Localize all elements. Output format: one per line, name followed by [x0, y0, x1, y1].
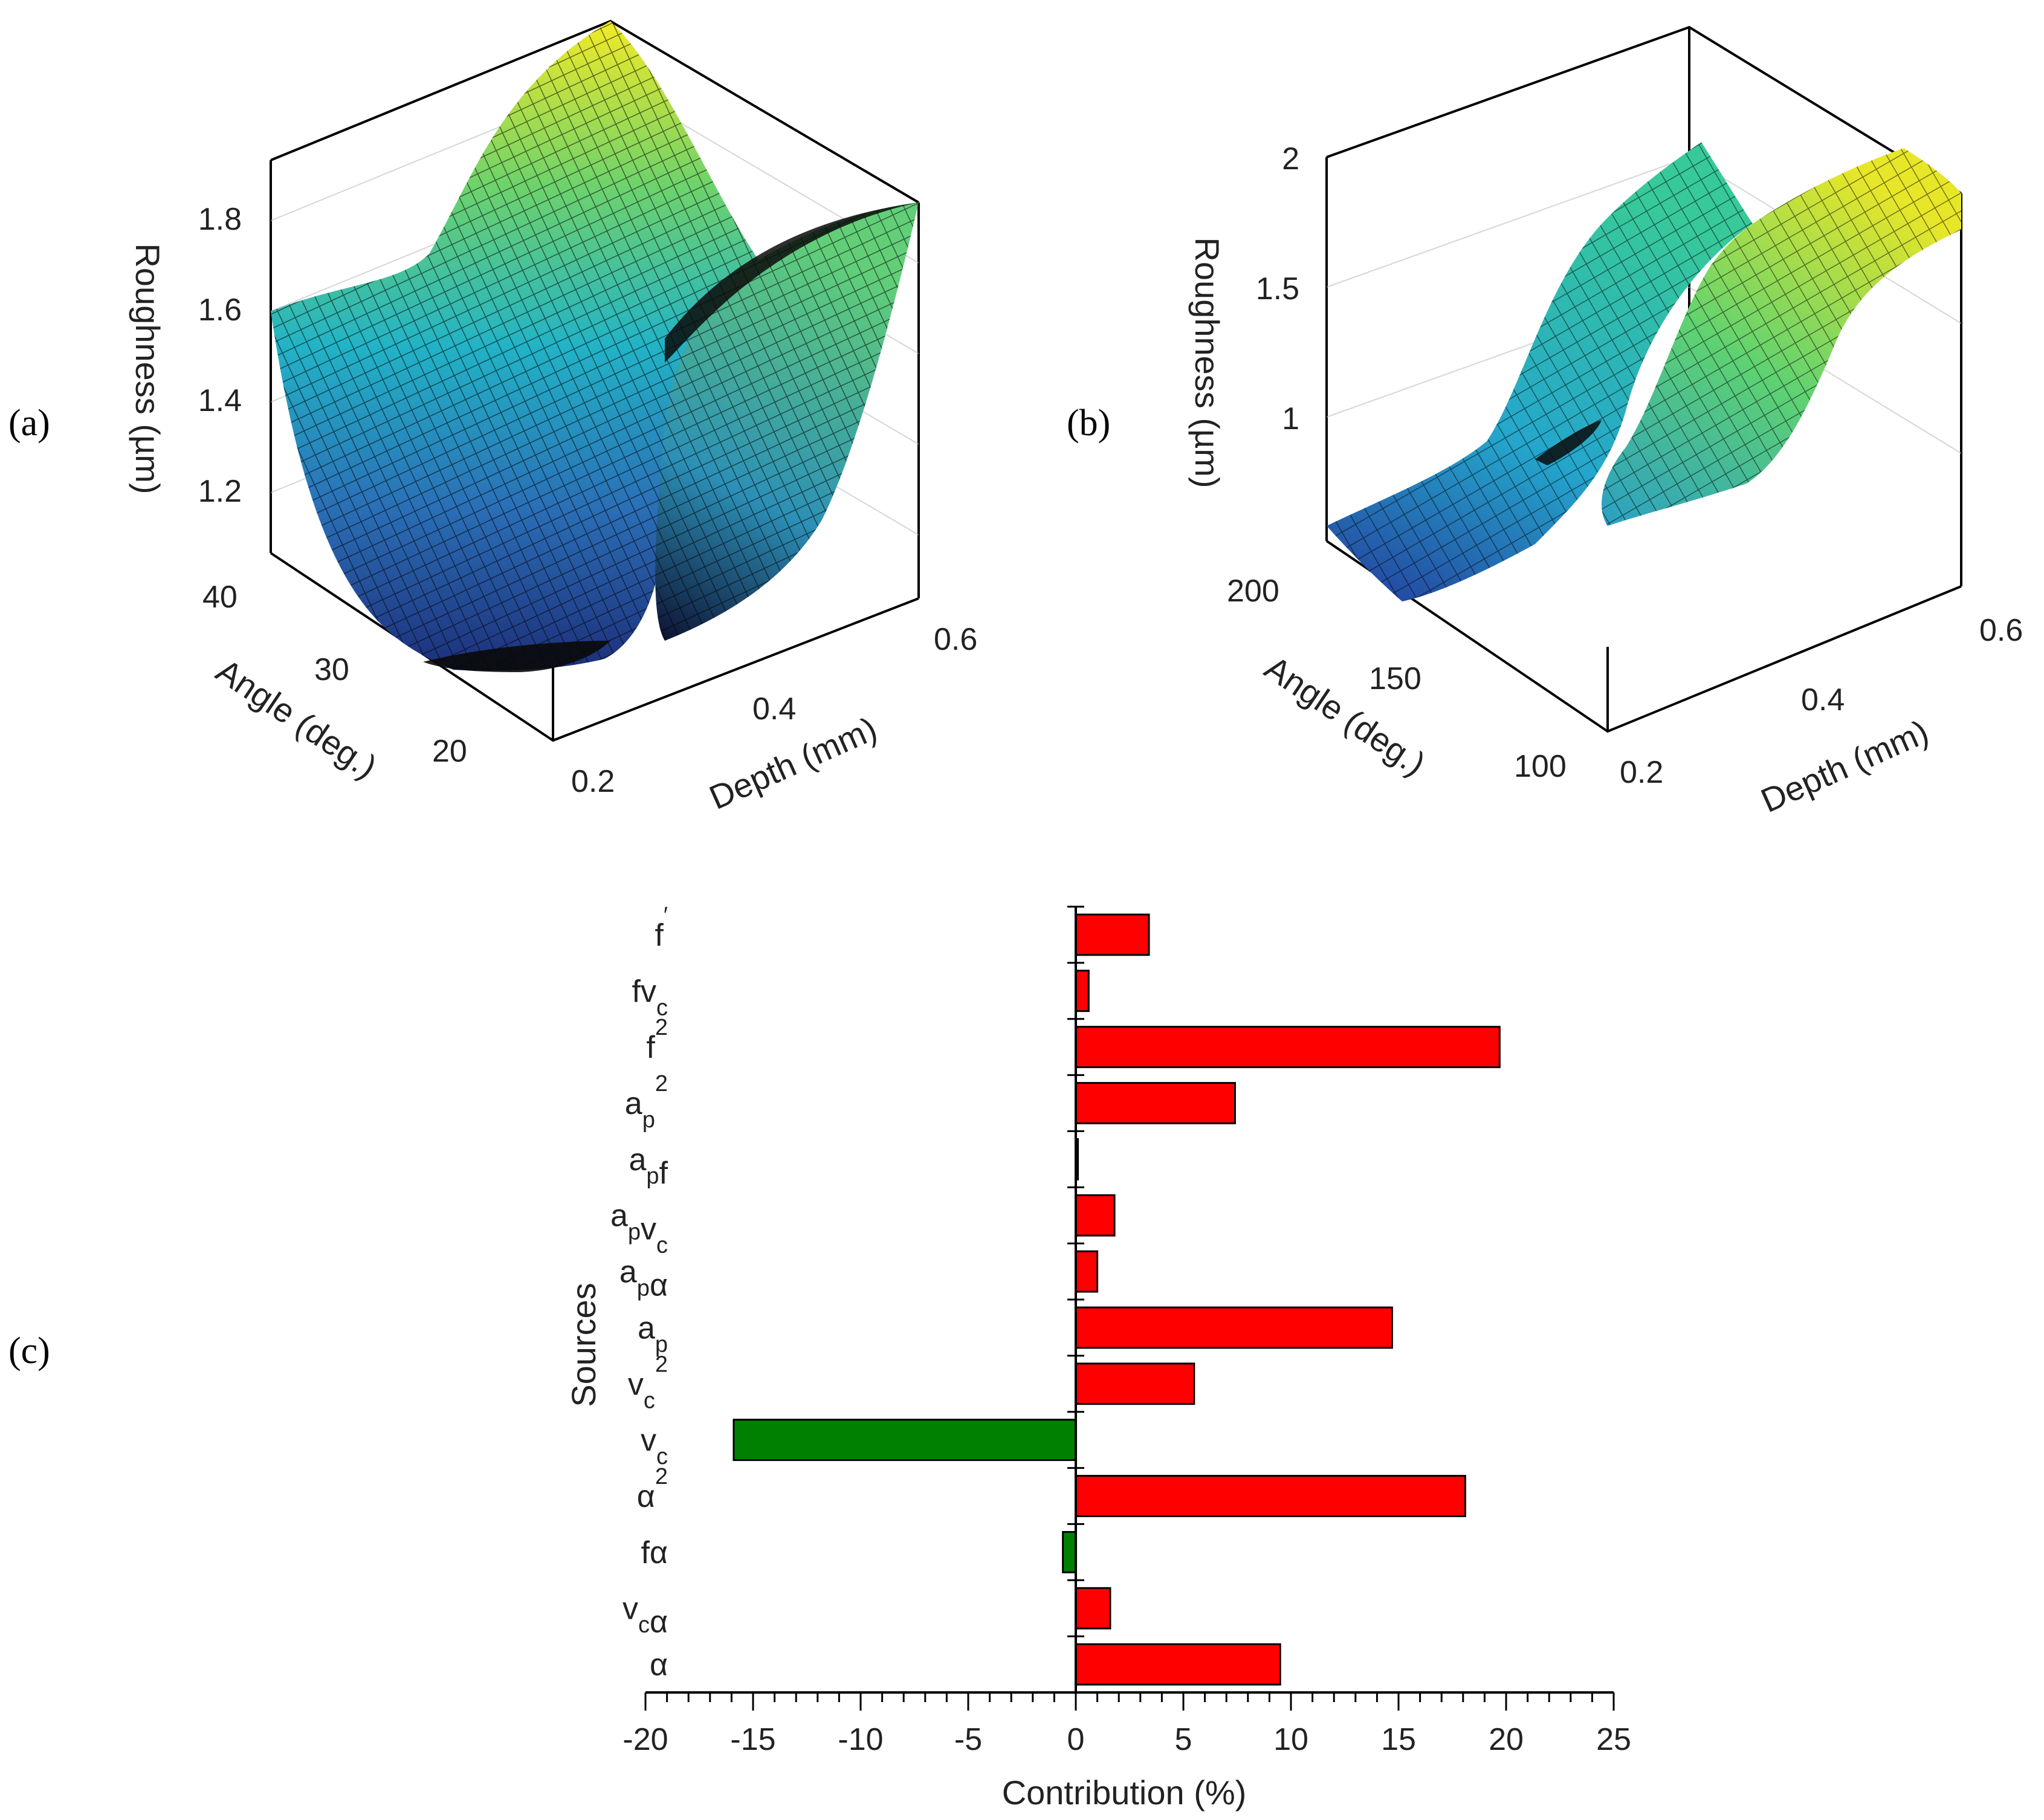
surface-b-right-mesh [1602, 148, 1961, 526]
bar [733, 1419, 1077, 1462]
panel-label-b: (b) [1067, 403, 1110, 444]
source-label: vcα [623, 1592, 668, 1640]
bar [1075, 1082, 1236, 1124]
y-axis-title-a: Angle (deg.) [210, 651, 384, 786]
bar [1062, 1530, 1077, 1573]
source-label: apf [629, 1142, 668, 1191]
z-axis-title-a: Roughness (µm) [129, 243, 167, 494]
y-tick-label: 40 [202, 580, 238, 615]
source-label: α [650, 1648, 668, 1683]
box-frame-b [1325, 25, 1962, 733]
z-axis-title-b: Roughness (µm) [1188, 237, 1226, 488]
z-tick-label: 1.8 [198, 202, 242, 237]
x-tick-label: -15 [730, 1722, 775, 1757]
y-ticks-a: 20 30 40 [202, 580, 467, 769]
x-tick-label: -10 [838, 1722, 883, 1757]
surface-plot-a: 1.2 1.4 1.6 1.8 Roughness (µm) 20 30 40 … [129, 19, 977, 817]
x-tick-label: -5 [954, 1722, 982, 1757]
x-tick-label: 0.4 [752, 691, 796, 727]
x-tick-label: 0.6 [1979, 613, 2023, 648]
source-label: fvc [632, 974, 668, 1020]
bar [1075, 1643, 1281, 1686]
surface-a-main-mesh [271, 21, 758, 671]
x-tick-label: 25 [1596, 1722, 1631, 1757]
source-label: vc [641, 1423, 668, 1469]
surface-a-right-mesh [655, 202, 919, 641]
bar [1075, 1587, 1111, 1630]
bar [1075, 913, 1150, 956]
x-tick-label: 20 [1489, 1722, 1524, 1757]
x-axis-title-b: Depth (mm) [1755, 712, 1934, 820]
source-label: α2 [637, 1464, 668, 1514]
panel-label-a: (a) [8, 403, 50, 444]
x-tick-label: 0 [1067, 1722, 1085, 1757]
y-tick-label: 30 [314, 652, 349, 687]
x-tick-label: 0.4 [1801, 682, 1845, 717]
z-tick-label: 1.2 [198, 474, 242, 509]
source-label: apvc [610, 1199, 668, 1258]
surface-plot-b: 1 1.5 2 Roughness (µm) 100 150 200 Angle… [1188, 25, 2023, 820]
x-axis-title-c: Contribution (%) [1002, 1773, 1247, 1812]
bar [1075, 1475, 1466, 1517]
z-ticks-a: 1.2 1.4 1.6 1.8 [198, 202, 242, 509]
bar [1075, 970, 1090, 1012]
x-tick-label: 0.2 [1620, 755, 1663, 790]
z-tick-label: 1 [1282, 401, 1299, 436]
x-tick-label: 15 [1381, 1722, 1416, 1757]
surface-b-left-mesh [1327, 142, 1753, 601]
x-tick-label: 0.6 [934, 622, 977, 657]
source-label: fα [641, 1535, 668, 1570]
z-ticks-b: 1 1.5 2 [1256, 141, 1299, 436]
surface-b-dark-ridge [1535, 420, 1602, 465]
source-label: f′ [655, 902, 668, 953]
source-label: vc2 [628, 1352, 668, 1413]
bars-group [733, 913, 1501, 1686]
y-tick-label: 200 [1227, 574, 1279, 609]
bar [1075, 1250, 1099, 1293]
y-ticks-b: 100 150 200 [1227, 574, 1567, 784]
y-axis-title-c: Sources [564, 1283, 603, 1407]
x-tick-label: -20 [623, 1722, 668, 1757]
source-label: apα [619, 1255, 668, 1303]
axes-group: -20 -15 -10 -5 0 5 10 15 20 25 [623, 905, 1631, 1757]
source-label: ap [638, 1310, 668, 1357]
x-tick-label: 5 [1175, 1722, 1192, 1757]
z-tick-label: 2 [1282, 141, 1299, 176]
z-tick-label: 1.6 [198, 293, 242, 328]
panel-label-c: (c) [8, 1330, 50, 1371]
surface-a-dark-floor [423, 641, 610, 672]
x-ticks-a: 0.2 0.4 0.6 [571, 622, 977, 799]
x-tick-label: 10 [1273, 1722, 1308, 1757]
source-label: ap2 [625, 1071, 668, 1133]
y-tick-label: 20 [432, 734, 467, 769]
x-tick-label: 0.2 [571, 764, 615, 799]
bar [1075, 1362, 1195, 1405]
x-ticks-b: 0.2 0.4 0.6 [1620, 613, 2023, 790]
bar [1075, 1026, 1501, 1069]
z-tick-label: 1.5 [1256, 271, 1299, 306]
bar [1075, 1306, 1393, 1349]
bar [1075, 1194, 1116, 1237]
z-tick-label: 1.4 [198, 383, 242, 418]
y-tick-label: 100 [1514, 749, 1567, 784]
y-tick-label: 150 [1369, 661, 1421, 696]
source-label: f2 [646, 1015, 668, 1065]
